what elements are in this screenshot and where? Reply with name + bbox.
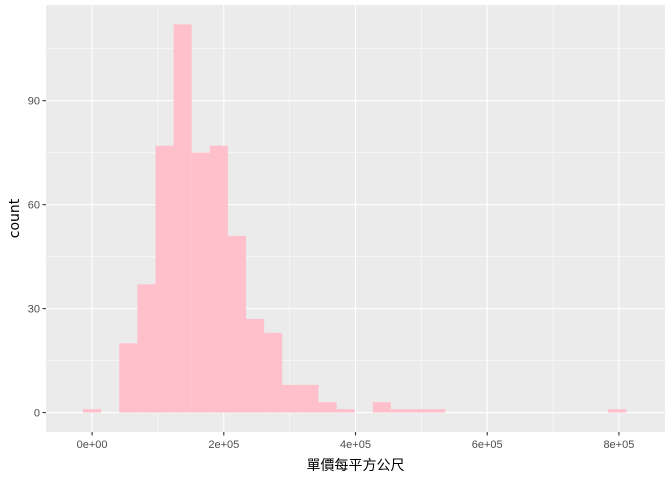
- y-tick-label: 0: [34, 408, 40, 420]
- histogram-bar-7: [227, 235, 247, 413]
- histogram-bar-3: [155, 145, 174, 413]
- histogram-bar-6: [209, 145, 228, 413]
- histogram-bar-10: [282, 384, 301, 413]
- y-tick-label: 30: [28, 304, 40, 316]
- x-tick-label: 2e+05: [208, 439, 239, 451]
- histogram-bar-12: [318, 402, 337, 413]
- histogram-bar-0: [83, 409, 102, 413]
- histogram-bar-5: [191, 152, 210, 413]
- x-tick-label: 6e+05: [472, 439, 503, 451]
- x-axis-ticks: 0e+00 2e+05 4e+05 6e+05 8e+05: [77, 432, 634, 451]
- histogram-bar-17: [427, 409, 446, 413]
- histogram-bar-19: [608, 409, 627, 413]
- y-axis-title: count: [7, 198, 23, 238]
- histogram-bar-14: [372, 402, 391, 413]
- x-axis-title: 單價每平方公尺: [307, 457, 405, 474]
- x-tick-label: 8e+05: [603, 439, 634, 451]
- histogram-bars: [83, 24, 627, 413]
- y-tick-label: 60: [28, 200, 40, 212]
- histogram-bar-15: [390, 409, 410, 413]
- histogram-bar-13: [336, 409, 355, 413]
- x-tick-label: 4e+05: [340, 439, 371, 451]
- y-tick-label: 90: [28, 96, 40, 108]
- histogram-bar-4: [173, 24, 192, 413]
- histogram-bar-16: [409, 409, 428, 413]
- histogram-bar-11: [300, 384, 319, 413]
- histogram-bar-9: [264, 332, 283, 413]
- histogram-bar-1: [119, 343, 138, 413]
- x-tick-label: 0e+00: [77, 439, 108, 451]
- y-axis-ticks: 0 30 60 90: [28, 96, 46, 420]
- histogram-bar-8: [246, 319, 265, 413]
- histogram-bar-2: [137, 284, 156, 413]
